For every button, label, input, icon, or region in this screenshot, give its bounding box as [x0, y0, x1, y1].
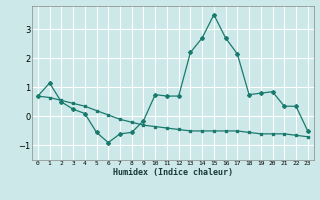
- X-axis label: Humidex (Indice chaleur): Humidex (Indice chaleur): [113, 168, 233, 177]
